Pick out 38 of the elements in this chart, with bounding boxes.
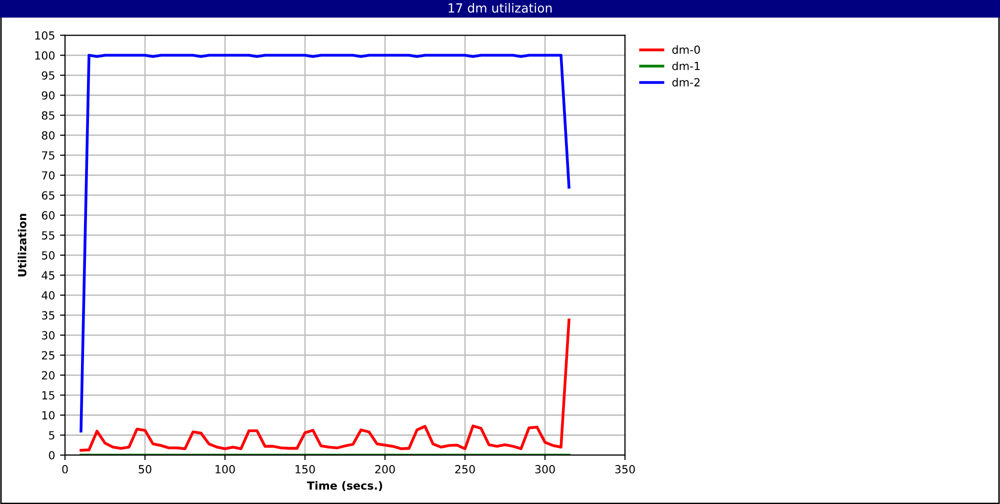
x-tick-label: 300 <box>535 465 555 474</box>
line-series <box>80 318 570 452</box>
x-tick-label: 150 <box>296 465 315 474</box>
x-tick-label: 100 <box>216 465 235 474</box>
y-tick-label: 25 <box>42 351 54 360</box>
x-tick-label: 250 <box>455 465 475 474</box>
legend-label: dm-1 <box>672 62 700 70</box>
legend-label: dm-2 <box>672 78 700 86</box>
y-tick-label: 70 <box>42 171 55 180</box>
y-axis-title: Utilization <box>18 214 26 276</box>
y-tick-label: 40 <box>42 291 55 300</box>
y-tick-label: 35 <box>42 311 54 320</box>
y-tick-label: 20 <box>42 371 55 380</box>
legend-label: dm-0 <box>672 45 700 54</box>
y-tick-label: 75 <box>42 151 54 160</box>
y-tick-label: 5 <box>49 431 54 440</box>
y-tick-label: 65 <box>42 191 54 200</box>
y-tick-label: 30 <box>42 331 55 340</box>
y-tick-label: 90 <box>42 91 55 100</box>
y-tick-label: 80 <box>42 131 55 140</box>
y-tick-label: 55 <box>42 231 54 240</box>
y-tick-label: 10 <box>42 411 55 420</box>
x-tick-label: 200 <box>375 465 395 474</box>
y-tick-label: 45 <box>42 271 54 280</box>
y-tick-label: 100 <box>35 51 55 60</box>
x-tick-label: 350 <box>615 465 635 474</box>
y-tick-label: 95 <box>42 71 54 80</box>
chart-title: 17 dm utilization <box>448 3 552 13</box>
x-tick-label: 0 <box>62 465 68 474</box>
y-tick-label: 60 <box>42 211 55 220</box>
y-tick-label: 85 <box>42 111 54 120</box>
y-tick-label: 50 <box>42 251 55 260</box>
y-tick-label: 105 <box>35 31 54 40</box>
x-tick-label: 50 <box>138 465 152 474</box>
y-tick-label: 15 <box>42 391 54 400</box>
y-tick-label: 0 <box>48 451 55 460</box>
line-series <box>80 54 570 433</box>
x-axis-title: Time (secs.) <box>307 481 382 492</box>
